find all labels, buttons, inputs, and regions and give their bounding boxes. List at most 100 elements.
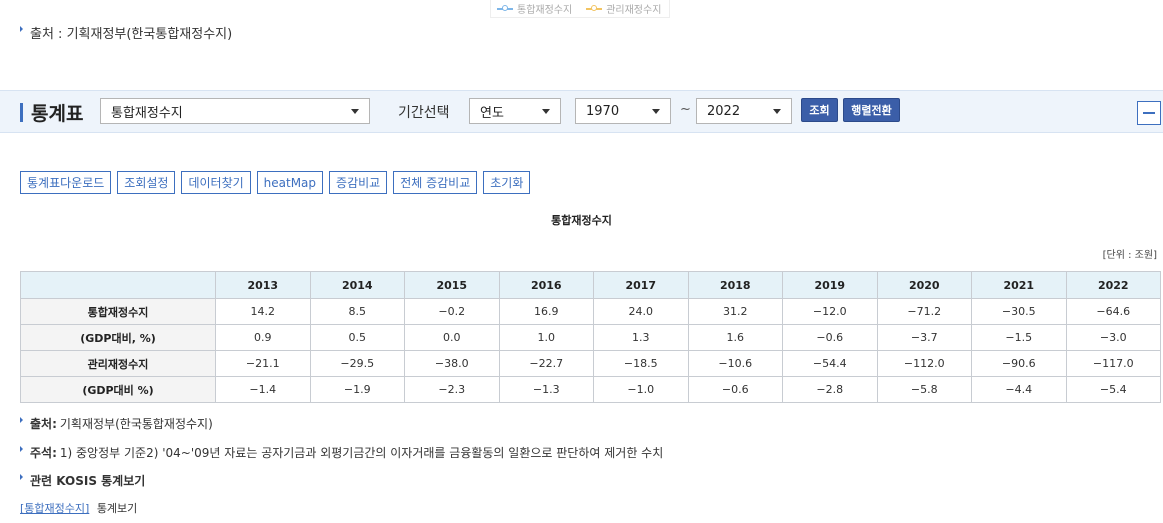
table-cell: 1.6 (687, 324, 783, 351)
compare-button[interactable]: 증감비교 (329, 171, 388, 194)
legend-label: 관리재정수지 (606, 5, 662, 16)
table-cell: −5.4 (1065, 376, 1161, 403)
table-header-row: 2013 2014 2015 2016 2017 2018 2019 2020 … (20, 271, 1161, 299)
period-type-select[interactable]: 연도 (469, 98, 561, 124)
table-cell: −112.0 (876, 350, 972, 377)
kosis-link-row: [통합재정수지] 통계보기 (20, 500, 137, 516)
table-cell: 8.5 (309, 298, 405, 325)
period-label: 기간선택 (398, 105, 450, 121)
compare-all-button[interactable]: 전체 증감비교 (393, 171, 478, 194)
year-header: 2022 (1065, 271, 1161, 299)
related-kosis: 관련 KOSIS 통계보기 (20, 472, 145, 489)
search-button[interactable]: 조회 (801, 98, 838, 122)
table-cell: −90.6 (971, 350, 1067, 377)
reset-button[interactable]: 초기화 (483, 171, 531, 194)
table-row: 통합재정수지 14.2 8.5 −0.2 16.9 24.0 31.2 −12.… (20, 298, 1161, 325)
legend-label: 통합재정수지 (517, 5, 573, 16)
table-cell: −0.6 (782, 324, 878, 351)
table-row: (GDP대비, %) 0.9 0.5 0.0 1.0 1.3 1.6 −0.6 … (20, 324, 1161, 351)
start-year-select[interactable]: 1970 (575, 98, 671, 124)
stat-table: 2013 2014 2015 2016 2017 2018 2019 2020 … (20, 271, 1161, 403)
period-separator: ~ (680, 102, 691, 117)
row-label: (GDP대비 %) (20, 376, 216, 403)
table-cell: −64.6 (1065, 298, 1161, 325)
unit-label: [단위 : 조원] (1102, 250, 1157, 261)
year-header: 2015 (404, 271, 500, 299)
table-cell: −5.8 (876, 376, 972, 403)
year-header: 2021 (971, 271, 1067, 299)
legend-line-icon (586, 4, 603, 11)
table-cell: −22.7 (498, 350, 594, 377)
find-data-button[interactable]: 데이터찾기 (181, 171, 251, 194)
table-cell: −38.0 (404, 350, 500, 377)
table-cell: −71.2 (876, 298, 972, 325)
end-year-select[interactable]: 2022 (696, 98, 792, 124)
source-top-text: 출처 : 기획재정부(한국통합재정수지) (30, 27, 233, 42)
bullet-icon (20, 473, 23, 480)
table-row: (GDP대비 %) −1.4 −1.9 −2.3 −1.3 −1.0 −0.6 … (20, 376, 1161, 403)
table-title: 통합재정수지 (551, 214, 612, 227)
stat-table-title-text: 통계표 (31, 103, 84, 125)
table-cell: −21.1 (215, 350, 311, 377)
bullet-icon (20, 416, 23, 423)
related-kosis-text: 관련 KOSIS 통계보기 (30, 474, 146, 488)
table-cell: −1.0 (593, 376, 689, 403)
table-cell: −1.3 (498, 376, 594, 403)
table-cell: −2.3 (404, 376, 500, 403)
chart-legend: 통합재정수지 관리재정수지 (490, 0, 670, 18)
table-cell: 1.0 (498, 324, 594, 351)
table-cell: −18.5 (593, 350, 689, 377)
bullet-icon (20, 25, 23, 32)
legend-item: 관리재정수지 (586, 1, 661, 16)
table-cell: −29.5 (309, 350, 405, 377)
stat-table-title: 통계표 (20, 99, 83, 126)
year-header: 2020 (876, 271, 972, 299)
table-toolbar: 통계표다운로드 조회설정 데이터찾기 heatMap 증감비교 전체 증감비교 … (20, 171, 531, 194)
title-mark-icon (20, 103, 23, 122)
row-label: 관리재정수지 (20, 350, 216, 377)
kosis-link-suffix: 통계보기 (96, 502, 138, 515)
bullet-icon (20, 445, 23, 452)
download-button[interactable]: 통계표다운로드 (20, 171, 112, 194)
source-top: 출처 : 기획재정부(한국통합재정수지) (20, 23, 232, 42)
table-cell: 0.9 (215, 324, 311, 351)
chevron-down-icon (773, 108, 781, 114)
remark-note-label: 주석: (30, 446, 57, 460)
table-cell: −54.4 (782, 350, 878, 377)
table-cell: 0.0 (404, 324, 500, 351)
source-note-text: 기획재정부(한국통합재정수지) (59, 417, 213, 431)
chevron-down-icon (351, 108, 359, 114)
year-header: 2016 (498, 271, 594, 299)
collapse-button[interactable] (1137, 101, 1161, 125)
table-select-value: 통합재정수지 (111, 105, 183, 121)
table-cell: 31.2 (687, 298, 783, 325)
minus-icon (1143, 112, 1155, 114)
table-cell: 14.2 (215, 298, 311, 325)
heatmap-button[interactable]: heatMap (256, 171, 324, 194)
legend-item: 통합재정수지 (497, 1, 572, 16)
end-year-value: 2022 (707, 103, 741, 119)
kosis-link[interactable]: [통합재정수지] (20, 502, 90, 515)
remark-note-text: 1) 중앙정부 기준2) '04~'09년 자료는 공자기금과 외평기금간의 이… (59, 446, 664, 460)
table-cell: −3.0 (1065, 324, 1161, 351)
year-header: 2017 (593, 271, 689, 299)
query-settings-button[interactable]: 조회설정 (117, 171, 176, 194)
table-cell: 24.0 (593, 298, 689, 325)
year-header: 2014 (309, 271, 405, 299)
table-cell: −12.0 (782, 298, 878, 325)
period-type-value: 연도 (480, 105, 504, 121)
chevron-down-icon (652, 108, 660, 114)
table-cell: −117.0 (1065, 350, 1161, 377)
header-corner-cell (20, 271, 216, 299)
year-header: 2019 (782, 271, 878, 299)
table-cell: −1.5 (971, 324, 1067, 351)
remark-note: 주석: 1) 중앙정부 기준2) '04~'09년 자료는 공자기금과 외평기금… (20, 444, 663, 461)
start-year-value: 1970 (586, 103, 620, 119)
table-cell: −2.8 (782, 376, 878, 403)
table-cell: −0.6 (687, 376, 783, 403)
table-cell: 16.9 (498, 298, 594, 325)
table-cell: −30.5 (971, 298, 1067, 325)
transpose-button[interactable]: 행렬전환 (843, 98, 900, 122)
table-cell: 0.5 (309, 324, 405, 351)
table-select[interactable]: 통합재정수지 (100, 98, 370, 124)
